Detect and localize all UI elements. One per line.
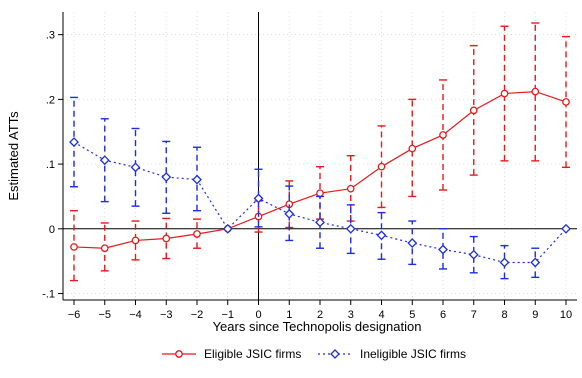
x-tick-label: 9: [532, 309, 538, 321]
x-tick-label: −5: [98, 309, 111, 321]
data-point: [562, 98, 570, 106]
y-tick-label: .2: [46, 94, 55, 106]
x-tick-label: 8: [501, 309, 507, 321]
data-point: [500, 89, 509, 98]
legend-marker: [330, 349, 340, 359]
x-tick-label: −2: [191, 309, 204, 321]
data-point: [69, 137, 79, 148]
x-tick-label: 1: [286, 309, 292, 321]
data-point: [407, 238, 418, 248]
x-tick-label: 2: [317, 309, 323, 321]
data-point: [408, 144, 417, 153]
legend-label: Eligible JSIC firms: [204, 347, 301, 361]
data-point: [530, 257, 541, 268]
data-point: [284, 209, 295, 219]
data-point: [346, 184, 355, 193]
data-point: [100, 244, 109, 253]
data-point: [377, 162, 386, 171]
data-point: [193, 230, 201, 238]
data-point: [253, 193, 264, 204]
series-group: [69, 96, 571, 280]
axes: −6 −5 −4 −3 −2 −1 0 1 2 3 4 5 6 7 8 9 10 -.1 0 .1 .2 .3: [42, 12, 577, 321]
x-tick-label: 4: [378, 309, 384, 321]
data-point: [499, 257, 510, 268]
data-point: [531, 87, 540, 96]
legend-item: Ineligible JSIC firms: [318, 347, 466, 361]
x-tick-label: 5: [409, 309, 415, 321]
y-tick-label: .3: [46, 30, 55, 42]
data-point: [376, 230, 387, 241]
data-point: [561, 223, 571, 234]
data-point: [192, 174, 202, 185]
data-point: [316, 189, 324, 198]
data-point: [161, 172, 172, 182]
x-tick-label: 6: [440, 309, 446, 321]
y-tick-label: -.1: [42, 289, 55, 301]
data-point: [438, 244, 448, 255]
x-tick-label: 3: [348, 309, 354, 321]
x-tick-label: 0: [255, 309, 261, 321]
data-point: [439, 131, 447, 139]
data-point: [130, 162, 141, 173]
plot-area: −6 −5 −4 −3 −2 −1 0 1 2 3 4 5 6 7 8 9 10 -.1 0 .1 .2 .3: [42, 12, 577, 321]
x-tick-label: −4: [129, 309, 142, 321]
data-point: [469, 106, 478, 115]
x-tick-label: 10: [560, 309, 572, 321]
legend-label: Ineligible JSIC firms: [360, 347, 466, 361]
legend-marker: [175, 350, 183, 358]
y-axis-title: Estimated ATTs: [6, 111, 21, 201]
y-tick-label: .1: [46, 159, 55, 171]
data-point: [70, 243, 78, 251]
series-layer: [69, 22, 571, 282]
series-line: [73, 141, 567, 264]
x-tick-label: −3: [160, 309, 173, 321]
x-axis-title: Years since Technopolis designation: [213, 319, 422, 334]
y-tick-label: 0: [49, 224, 55, 236]
data-point: [315, 217, 325, 228]
data-point: [131, 236, 140, 245]
data-point: [345, 223, 356, 234]
x-tick-label: 7: [471, 309, 477, 321]
x-tick-label: −6: [68, 309, 81, 321]
data-point: [99, 155, 110, 166]
data-point: [468, 249, 479, 260]
data-point: [222, 223, 233, 234]
data-point: [162, 234, 171, 243]
reference-lines: [63, 12, 577, 300]
legend-item: Eligible JSIC firms: [162, 347, 301, 361]
legend: Eligible JSIC firms Ineligible JSIC firms: [162, 347, 466, 361]
x-tick-label: −1: [221, 309, 234, 321]
